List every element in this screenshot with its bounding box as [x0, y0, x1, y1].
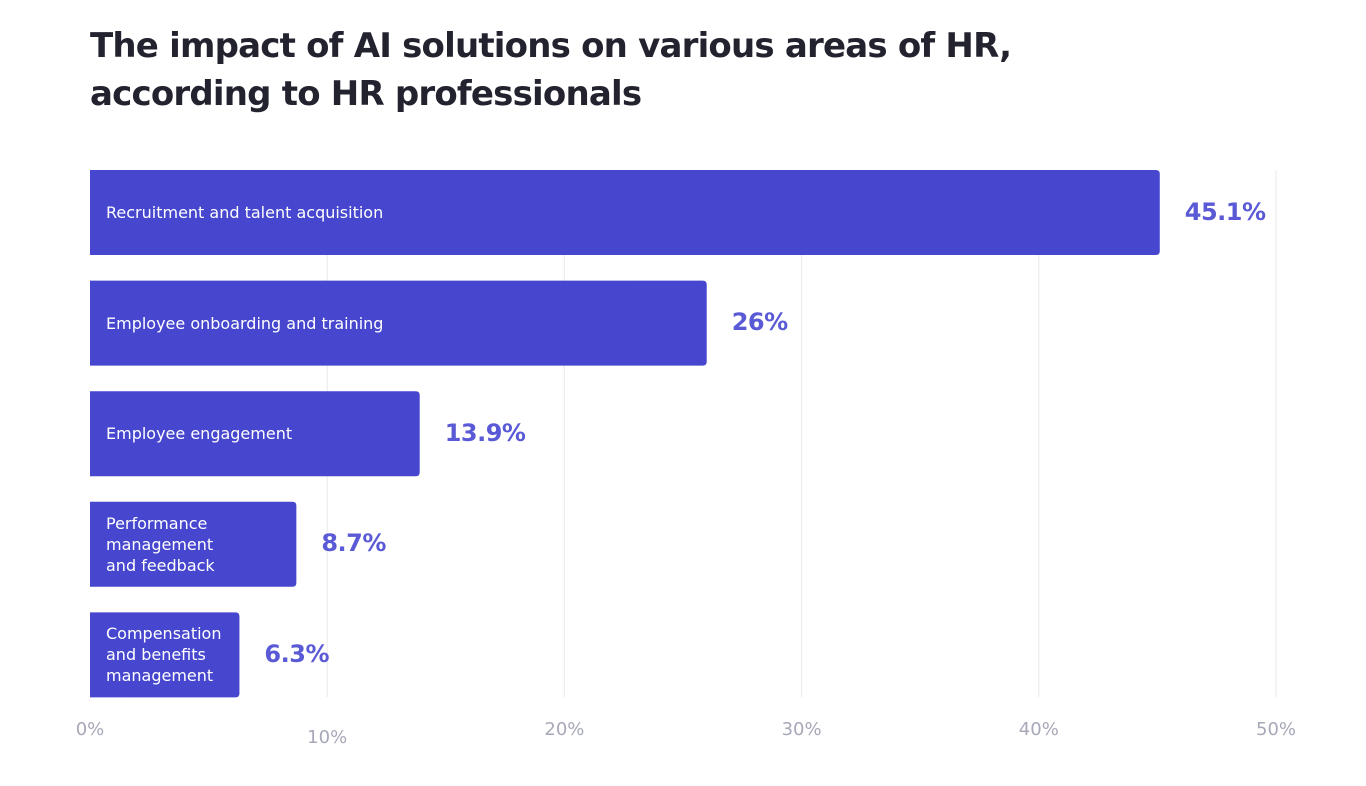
x-tick-label: 0% — [75, 719, 105, 740]
x-tick-label: 50% — [1255, 719, 1297, 740]
bar-value-label: 6.3% — [264, 639, 329, 668]
bar-value-label: 45.1% — [1184, 197, 1266, 226]
bar — [90, 280, 707, 366]
x-tick-label: 30% — [781, 719, 822, 740]
bar — [90, 501, 297, 587]
chart-title: The impact of AI solutions on various ar… — [90, 26, 1012, 114]
x-tick-label: 20% — [544, 719, 585, 740]
bar-category-label-line: and benefits — [106, 645, 206, 665]
bar-category-label: Compensation and benefits management — [106, 623, 221, 686]
bar-category-label: Performance management and feedback — [106, 513, 215, 576]
bar-category-label-line: management — [106, 666, 214, 686]
bar-category-label: Employee onboarding and training — [106, 313, 383, 334]
bar-category-label: Recruitment and talent acquisition — [106, 202, 383, 223]
bar-category-label-line: Recruitment and talent acquisition — [106, 203, 384, 222]
bar-category-label: Employee engagement — [106, 423, 292, 444]
x-tick-label: 40% — [1018, 719, 1059, 740]
x-tick-label: 10% — [307, 727, 348, 748]
bar-value-label: 26% — [731, 308, 788, 337]
bar-category-label-line: Compensation — [106, 624, 222, 644]
bar-value-label: 13.9% — [444, 418, 526, 447]
bar-category-label-line: Performance — [106, 513, 208, 533]
bar-category-label-line: and feedback — [106, 555, 215, 575]
bar-category-label-line: management — [106, 534, 214, 554]
bar — [90, 612, 240, 698]
bar-value-label: 8.7% — [321, 529, 386, 558]
bar — [90, 391, 420, 477]
bar — [90, 170, 1160, 255]
bar-category-label-line: Employee engagement — [106, 424, 293, 444]
bar-category-label-line: Employee onboarding and training — [106, 313, 384, 333]
